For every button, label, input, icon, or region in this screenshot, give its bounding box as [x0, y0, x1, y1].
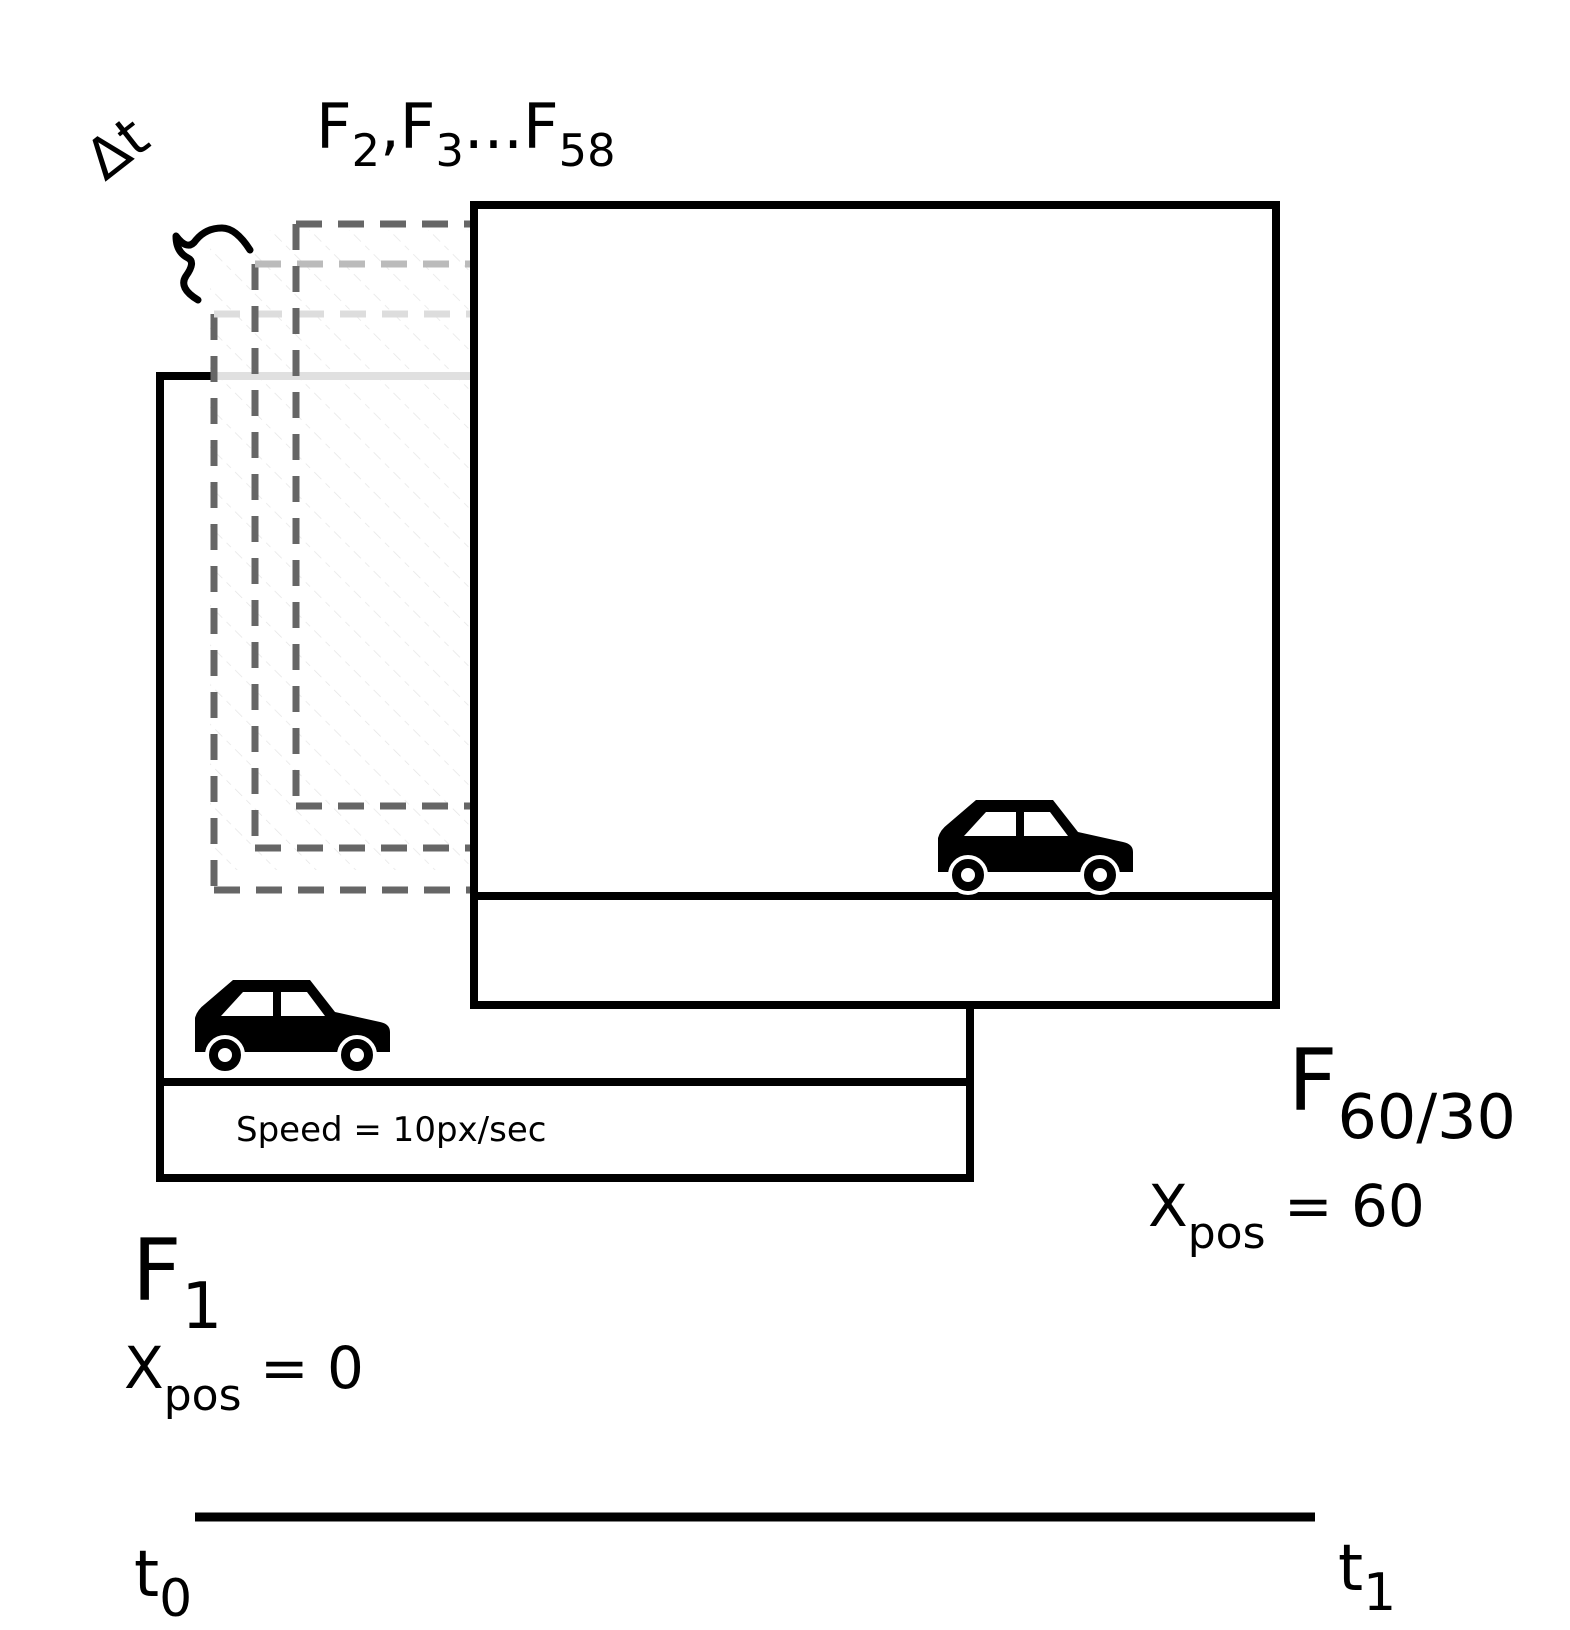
- ghost-frame-2: [251, 260, 474, 852]
- timeline-end-label: t1: [1338, 1532, 1396, 1623]
- frame-first-xpos: Xpos = 0: [124, 1334, 364, 1421]
- speed-label: Speed = 10px/sec: [236, 1110, 546, 1150]
- delta-t-label: Δt: [74, 105, 162, 193]
- ghost-frame-hatch: [210, 230, 470, 870]
- frame-f60: [470, 201, 1280, 1009]
- frame-last-label: F60/30: [1288, 1031, 1516, 1153]
- intermediate-frames-label: F2,F3...F58: [316, 90, 615, 177]
- timeline-start-label: t0: [134, 1538, 192, 1629]
- frame-first-label: F1: [132, 1221, 222, 1344]
- curly-brace-icon: [172, 224, 254, 304]
- ghost-frame-3: [292, 220, 474, 810]
- frame-last-xpos: Xpos = 60: [1148, 1172, 1425, 1259]
- car-icon: [193, 978, 392, 1075]
